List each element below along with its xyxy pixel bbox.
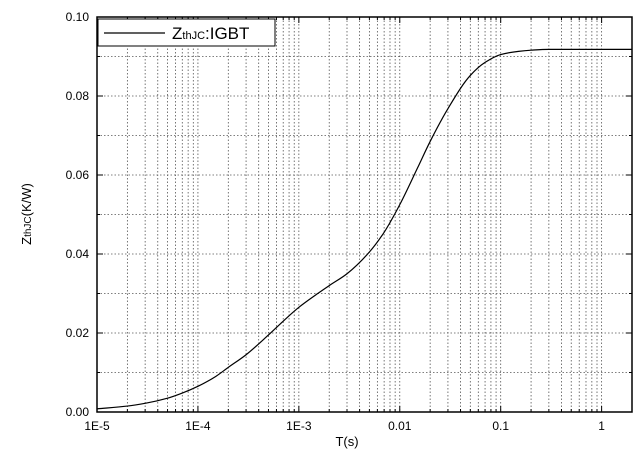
- legend-label: ZthJC:IGBT: [172, 24, 249, 43]
- x-tick-label: 0.01: [388, 419, 412, 433]
- y-tick-label: 0.04: [66, 247, 90, 261]
- y-tick-label: 0.08: [66, 89, 90, 103]
- x-tick-label: 0.1: [492, 419, 509, 433]
- x-axis-title: T(s): [335, 434, 358, 449]
- tick-labels: 1E-5 1E-4 1E-3 0.01 0.1 1 0.00 0.02 0.04 0.06 0.08…: [66, 10, 606, 433]
- legend: ZthJC:IGBT: [97, 18, 276, 47]
- x-tick-label: 1E-5: [84, 419, 110, 433]
- y-tick-label: 0.00: [66, 405, 90, 419]
- plot-frame: [96, 16, 633, 413]
- series-line: [96, 48, 632, 410]
- x-tick-label: 1E-4: [185, 419, 211, 433]
- y-tick-label: 0.10: [66, 10, 90, 24]
- y-tick-label: 0.02: [66, 326, 90, 340]
- y-tick-label: 0.06: [66, 168, 90, 182]
- grid: [96, 16, 633, 413]
- x-tick-label: 1: [598, 419, 605, 433]
- y-axis-title: ZthJC(K/W): [19, 183, 34, 245]
- x-tick-label: 1E-3: [286, 419, 312, 433]
